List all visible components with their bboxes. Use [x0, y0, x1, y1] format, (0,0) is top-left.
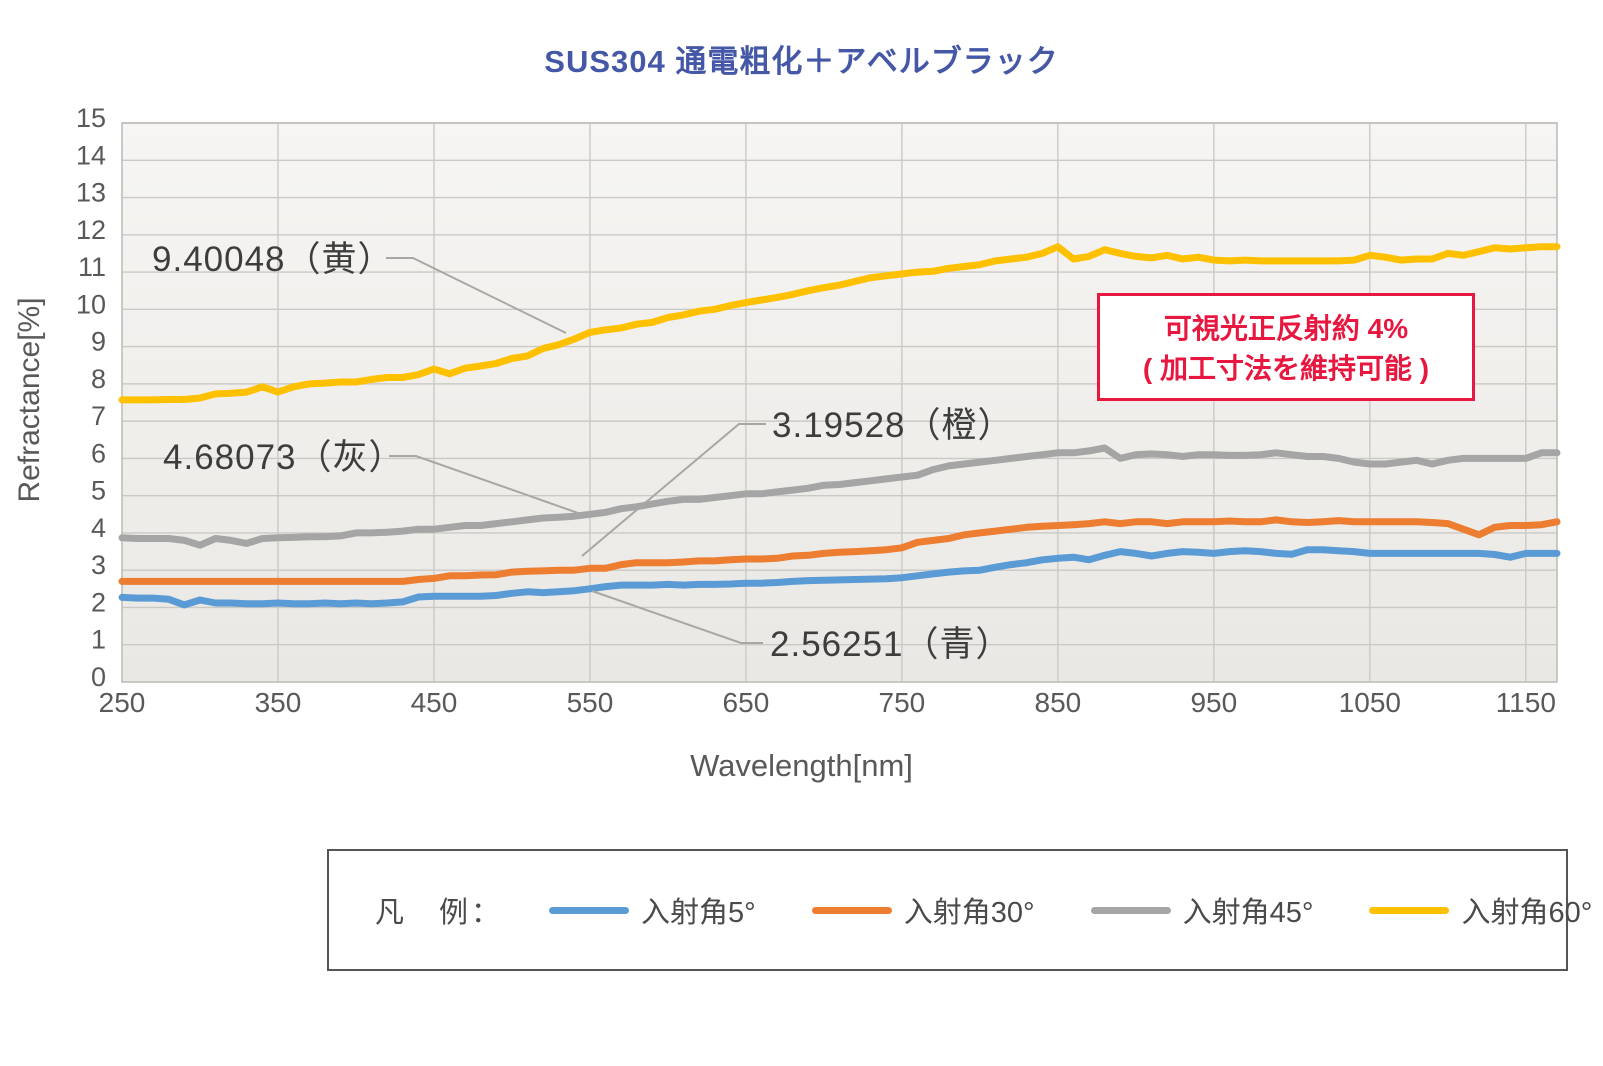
x-tick-label: 1150: [1496, 687, 1556, 718]
legend: 凡 例： 入射角5° 入射角30° 入射角45° 入射角60°: [327, 849, 1592, 971]
y-tick-label: 1: [91, 625, 106, 655]
x-tick-label: 750: [879, 687, 926, 718]
y-tick-label: 11: [78, 252, 106, 282]
x-tick-label: 650: [723, 687, 770, 718]
y-tick-label: 0: [91, 662, 106, 692]
y-tick-label: 5: [91, 476, 106, 506]
chart-title: SUS304 通電粗化＋アベルブラック: [544, 44, 1059, 79]
y-tick-label: 6: [91, 438, 106, 468]
x-tick-label: 1050: [1339, 687, 1401, 718]
legend-item-入射角30°: 入射角30°: [811, 889, 1035, 931]
legend-item-入射角60°: 入射角60°: [1369, 889, 1592, 931]
legend-label: 入射角45°: [1182, 897, 1314, 929]
annotation-label: 4.68073（灰）: [163, 438, 405, 477]
legend-caption: 凡 例：: [375, 897, 504, 929]
note-line-2: ( 加工寸法を維持可能 ): [1142, 353, 1430, 384]
y-tick-label: 2: [91, 587, 106, 617]
annotation-leader: [386, 257, 567, 334]
note-line-1: 可視光正反射約 4%: [1163, 313, 1409, 344]
plot-background: [122, 123, 1557, 682]
x-tick-label: 550: [567, 687, 614, 718]
legend-label: 入射角30°: [903, 897, 1035, 929]
annotation-label: 2.56251（青）: [770, 625, 1012, 664]
series-line-入射角5°: [118, 546, 1561, 609]
legend-item-入射角5°: 入射角5°: [549, 889, 756, 931]
legend-swatch: [811, 906, 892, 914]
y-tick-label: 8: [91, 364, 106, 394]
legend-swatch: [1369, 906, 1450, 914]
series-line-入射角30°: [118, 516, 1561, 585]
x-tick-label: 850: [1035, 687, 1082, 718]
y-axis-title: Refractance[%]: [13, 297, 46, 503]
annotation-leader: [581, 423, 766, 557]
annotation-leader: [389, 455, 579, 514]
y-tick-label: 13: [76, 178, 106, 208]
x-tick-label: 350: [255, 687, 302, 718]
y-tick-label: 7: [91, 401, 106, 431]
y-tick-label: 10: [76, 289, 106, 319]
series-line-入射角45°: [118, 444, 1561, 549]
x-tick-label: 450: [411, 687, 458, 718]
legend-label: 入射角5°: [641, 897, 756, 929]
x-axis-title: Wavelength[nm]: [690, 748, 913, 783]
legend-label: 入射角60°: [1461, 897, 1593, 929]
series-line-入射角60°: [118, 243, 1561, 404]
legend-swatch: [1090, 906, 1171, 914]
x-tick-label: 250: [99, 687, 146, 718]
y-tick-label: 3: [91, 550, 106, 580]
legend-swatch: [549, 906, 630, 914]
annotation-leader: [591, 590, 763, 644]
annotation-label: 3.19528（橙）: [772, 406, 1014, 445]
x-tick-label: 950: [1190, 687, 1237, 718]
y-tick-label: 15: [76, 103, 106, 133]
y-tick-label: 12: [76, 215, 106, 245]
note-callout-box: 可視光正反射約 4% ( 加工寸法を維持可能 ): [1097, 293, 1475, 401]
legend-item-入射角45°: 入射角45°: [1090, 889, 1314, 931]
legend-items: 入射角5° 入射角30° 入射角45° 入射角60°: [549, 889, 1592, 931]
y-tick-label: 9: [91, 327, 106, 357]
annotation-label: 9.40048（黄）: [152, 240, 394, 279]
y-tick-label: 4: [91, 513, 106, 543]
y-tick-label: 14: [76, 140, 106, 170]
